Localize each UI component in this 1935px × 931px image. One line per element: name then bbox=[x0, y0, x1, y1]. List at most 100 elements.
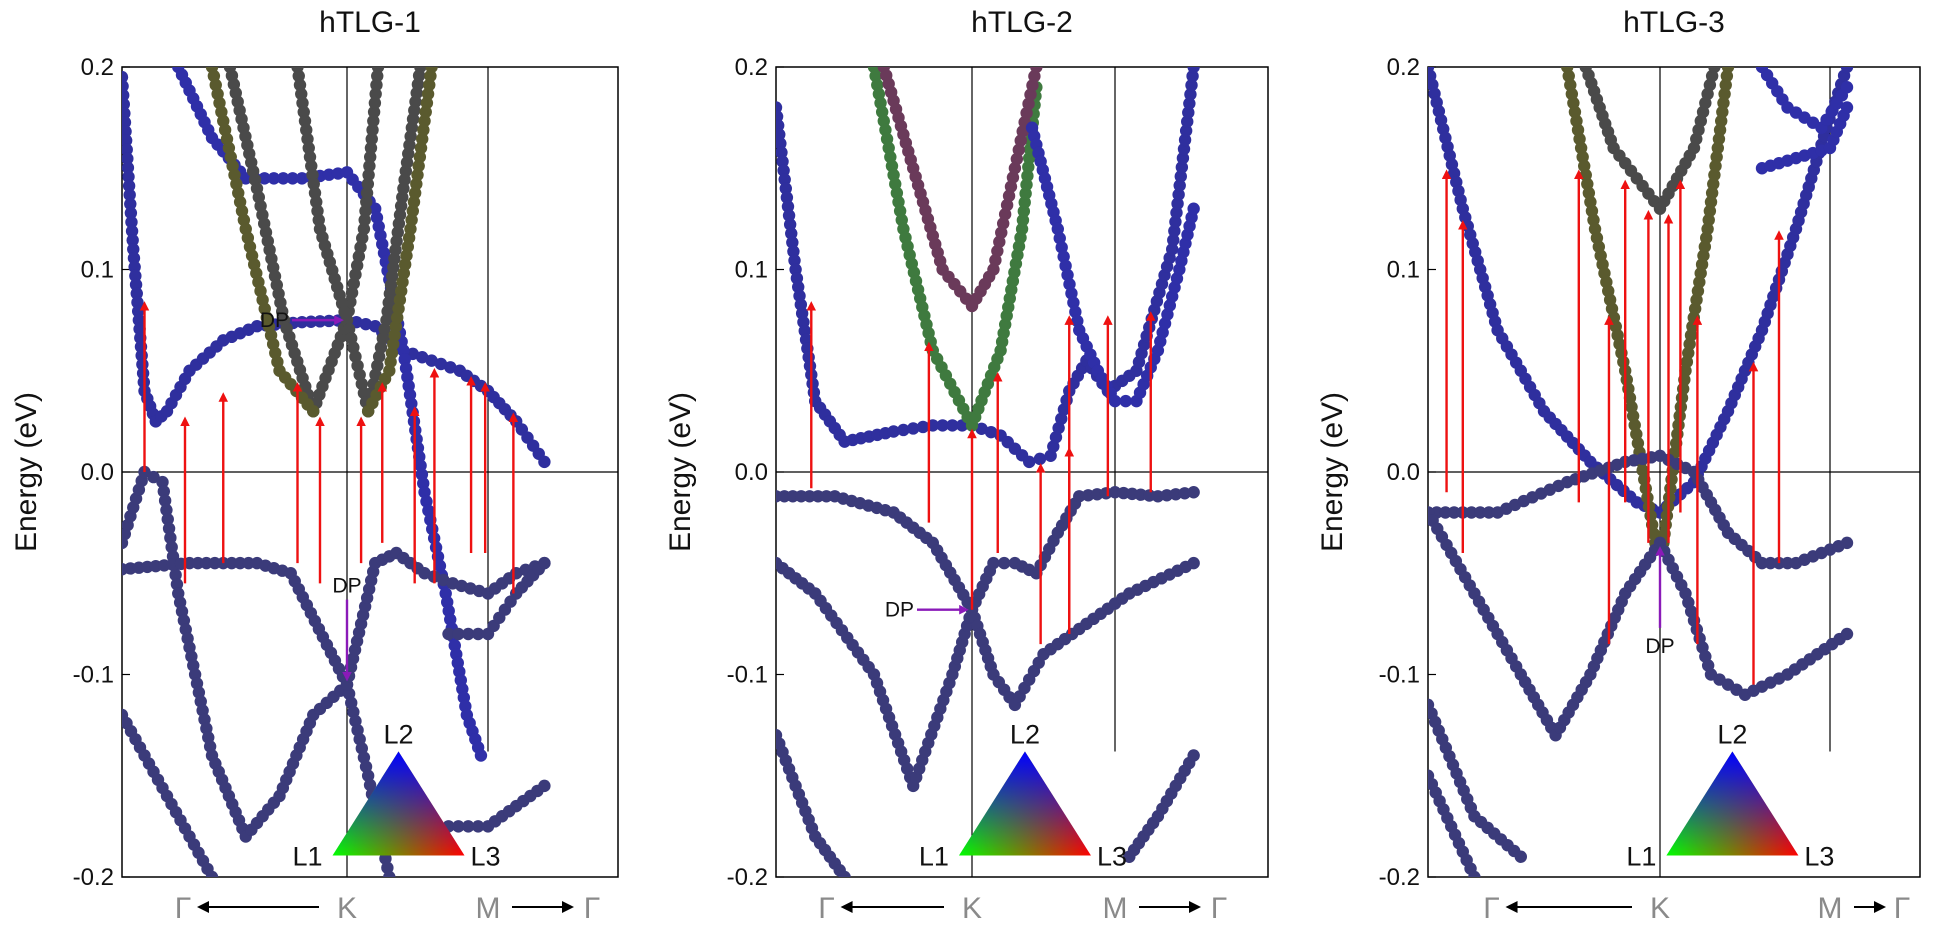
band-point bbox=[1002, 189, 1016, 203]
band-5 bbox=[776, 486, 1200, 616]
band-point bbox=[425, 354, 438, 367]
band-point bbox=[367, 114, 380, 128]
panel-title: hTLG-3 bbox=[1623, 6, 1725, 39]
y-tick-label: 0.1 bbox=[81, 257, 114, 284]
band-point bbox=[419, 105, 432, 119]
band-point bbox=[780, 191, 794, 204]
x-path-arrowhead bbox=[1874, 901, 1886, 913]
band-point bbox=[122, 134, 133, 147]
band-point bbox=[405, 213, 418, 227]
band-point bbox=[123, 188, 136, 202]
layer-legend-triangle: L1 L2 L3 bbox=[292, 719, 500, 871]
band-point bbox=[1712, 132, 1726, 146]
band-point bbox=[424, 69, 437, 83]
band-3 bbox=[877, 67, 1043, 313]
band-point bbox=[418, 114, 431, 128]
band-point bbox=[1000, 198, 1014, 212]
y-axis-label: Energy (eV) bbox=[664, 392, 697, 552]
band-point bbox=[1715, 114, 1728, 128]
y-tick-label: 0.0 bbox=[735, 459, 768, 486]
band-point bbox=[406, 204, 419, 218]
band-point bbox=[423, 78, 436, 92]
band-point bbox=[250, 320, 264, 333]
band-point bbox=[407, 195, 421, 209]
band-point bbox=[1010, 152, 1024, 166]
band-point bbox=[1482, 506, 1496, 519]
band-point bbox=[125, 224, 139, 238]
band-point bbox=[1439, 506, 1452, 519]
band-point bbox=[363, 778, 377, 792]
band-point bbox=[1173, 179, 1186, 192]
band-point bbox=[1169, 215, 1182, 229]
band-point bbox=[307, 405, 320, 418]
band-point bbox=[361, 177, 375, 191]
transitions bbox=[139, 301, 519, 594]
band-point bbox=[1182, 106, 1195, 119]
band-point bbox=[1755, 556, 1769, 570]
band-point bbox=[304, 315, 318, 328]
band-9 bbox=[1428, 698, 1528, 863]
band-point bbox=[1022, 97, 1035, 111]
band-point bbox=[371, 69, 384, 83]
band-point bbox=[471, 627, 485, 641]
band-point bbox=[422, 504, 435, 517]
band-point bbox=[434, 357, 448, 371]
band-point bbox=[371, 67, 385, 74]
band-2 bbox=[172, 67, 488, 762]
band-point bbox=[420, 495, 433, 508]
band-point bbox=[122, 152, 134, 165]
band-point bbox=[1187, 486, 1200, 499]
x-path-arrowhead bbox=[1189, 901, 1201, 913]
band-point bbox=[360, 195, 373, 209]
band-point bbox=[156, 475, 169, 489]
band-point bbox=[124, 197, 137, 211]
band-point bbox=[776, 146, 788, 159]
band-point bbox=[165, 540, 178, 554]
band-point bbox=[1711, 141, 1725, 155]
band-point bbox=[1108, 394, 1122, 408]
band-point bbox=[1703, 204, 1717, 218]
band-point bbox=[379, 852, 392, 865]
band-point bbox=[1024, 88, 1037, 101]
band-point bbox=[127, 243, 140, 256]
band-point bbox=[946, 419, 959, 432]
x-label-gamma-left: Γ bbox=[175, 892, 192, 925]
band-point bbox=[1014, 134, 1027, 147]
band-point bbox=[363, 159, 376, 173]
band-point bbox=[413, 150, 427, 164]
band-point bbox=[1840, 627, 1854, 641]
band-point bbox=[1006, 171, 1020, 184]
band-point bbox=[417, 123, 430, 137]
band-point bbox=[778, 173, 791, 186]
band-point bbox=[170, 578, 184, 591]
band-point bbox=[1179, 124, 1193, 137]
band-point bbox=[433, 559, 447, 573]
band-point bbox=[785, 227, 798, 240]
band-4 bbox=[1025, 121, 1200, 408]
band-point bbox=[907, 422, 920, 435]
y-tick-label: -0.2 bbox=[73, 864, 114, 891]
band-point bbox=[1840, 81, 1854, 94]
band-point bbox=[987, 263, 1000, 276]
band-point bbox=[1067, 296, 1080, 309]
panel-1: hTLG-1 0.2 0.1 0.0 -0.1 -0.2 Energy (eV) DP DP Γ K… bbox=[10, 6, 619, 925]
band-point bbox=[367, 105, 381, 119]
band-point bbox=[987, 556, 1000, 570]
band-point bbox=[205, 870, 219, 877]
band-point bbox=[788, 254, 801, 267]
band-6 bbox=[776, 556, 1200, 793]
band-point bbox=[1033, 452, 1047, 466]
band-point bbox=[1701, 222, 1714, 236]
band-10 bbox=[1428, 769, 1481, 877]
band-point bbox=[267, 172, 281, 185]
band-point bbox=[997, 556, 1011, 570]
panel-3: hTLG-3 0.2 0.1 0.0 -0.1 -0.2 Energy (eV) DP Γ K M Γ… bbox=[1316, 6, 1921, 925]
band-point bbox=[1672, 418, 1685, 432]
x-label-gamma-right: Γ bbox=[584, 892, 601, 925]
band-point bbox=[437, 573, 450, 587]
band-point bbox=[991, 244, 1004, 258]
band-5 bbox=[205, 67, 320, 418]
y-tick-label: 0.2 bbox=[735, 54, 768, 81]
band-point bbox=[1720, 69, 1734, 83]
band-point bbox=[975, 422, 988, 435]
